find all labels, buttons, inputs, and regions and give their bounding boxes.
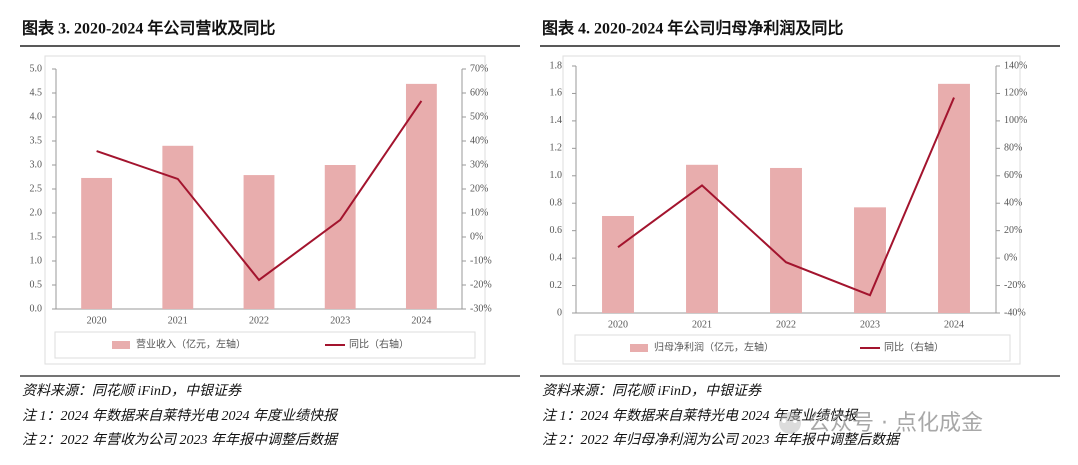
plot-frame <box>44 55 486 365</box>
bar <box>243 175 275 309</box>
y-tick-label: 2.0 <box>30 207 43 218</box>
y2-tick-label: 0% <box>1004 252 1017 263</box>
y2-tick-label: 20% <box>1004 225 1022 236</box>
y-tick-label: 0.6 <box>550 225 563 236</box>
y-tick-label: 0.8 <box>550 198 563 209</box>
source: 资料来源：同花顺 iFinD，中银证券 <box>22 383 242 399</box>
y-tick-label: 0.0 <box>30 303 43 314</box>
y-tick-label: 5.0 <box>30 63 43 74</box>
bar <box>162 145 194 309</box>
bar <box>81 177 113 309</box>
y-tick-label: 1.0 <box>550 170 563 181</box>
y-tick-label: 1.4 <box>550 115 563 126</box>
x-tick-label: 2022 <box>776 319 796 330</box>
legend-label: 同比（右轴） <box>349 337 409 350</box>
y2-tick-label: 50% <box>470 111 488 122</box>
bar <box>854 207 886 313</box>
x-tick-label: 2024 <box>411 315 431 326</box>
x-tick-label: 2022 <box>249 315 269 326</box>
legend-label: 归母净利润（亿元，左轴） <box>654 340 774 353</box>
bar <box>686 164 718 313</box>
note: 注 2：2022 年归母净利润为公司 2023 年年报中调整后数据 <box>542 432 901 448</box>
legend-label: 营业收入（亿元，左轴） <box>136 337 246 350</box>
y-tick-label: 0.2 <box>550 280 563 291</box>
y2-tick-label: 40% <box>470 135 488 146</box>
y2-tick-label: -30% <box>470 303 492 314</box>
note: 注 2：2022 年营收为公司 2023 年年报中调整后数据 <box>22 432 339 448</box>
legend-label: 同比（右轴） <box>884 340 944 353</box>
y-tick-label: 3.0 <box>30 159 43 170</box>
y-tick-label: 0 <box>557 307 562 318</box>
watermark-icon <box>779 412 801 434</box>
y2-tick-label: -40% <box>1004 307 1026 318</box>
line <box>617 97 955 297</box>
legend-box <box>574 334 1011 362</box>
y2-tick-label: 40% <box>1004 198 1022 209</box>
line <box>96 100 423 282</box>
y2-tick-label: 80% <box>1004 143 1022 154</box>
y-tick-label: 1.8 <box>550 60 563 71</box>
bar <box>770 167 802 313</box>
y2-tick-label: 0% <box>470 231 483 242</box>
chart-panel: 图表 3. 2020-2024 年公司营收及同比 0.0 0.5 1.0 1.5 2.0 2… <box>20 19 520 448</box>
chart-title: 图表 3. 2020-2024 年公司营收及同比 <box>22 19 275 38</box>
y2-tick-label: 30% <box>470 159 488 170</box>
x-tick-label: 2020 <box>608 319 628 330</box>
y-tick-label: 1.0 <box>30 255 43 266</box>
note: 注 1：2024 年数据来自莱特光电 2024 年度业绩快报 <box>22 408 339 424</box>
x-tick-label: 2023 <box>860 319 880 330</box>
legend-swatch <box>112 341 130 349</box>
plot-frame <box>562 55 1021 365</box>
y-tick-label: 2.5 <box>30 183 43 194</box>
bar <box>324 165 356 309</box>
legend-swatch <box>630 344 648 352</box>
y-tick-label: 1.6 <box>550 88 563 99</box>
y2-tick-label: 120% <box>1004 88 1027 99</box>
y2-tick-label: -10% <box>470 255 492 266</box>
x-tick-label: 2021 <box>692 319 712 330</box>
y-tick-label: 3.5 <box>30 135 43 146</box>
y-tick-label: 0.4 <box>550 252 563 263</box>
y2-tick-label: 60% <box>1004 170 1022 181</box>
bar <box>938 83 970 313</box>
chart-panel: 图表 4. 2020-2024 年公司归母净利润及同比 0 0.2 0.4 0.6 0.8… <box>540 19 1060 448</box>
bar <box>405 83 437 309</box>
source: 资料来源：同花顺 iFinD，中银证券 <box>542 383 762 399</box>
x-tick-label: 2020 <box>87 315 107 326</box>
y-tick-label: 4.0 <box>30 111 43 122</box>
chart-title: 图表 4. 2020-2024 年公司归母净利润及同比 <box>542 19 843 38</box>
y2-tick-label: -20% <box>1004 280 1026 291</box>
y2-tick-label: -20% <box>470 279 492 290</box>
y2-tick-label: 10% <box>470 207 488 218</box>
y2-tick-label: 100% <box>1004 115 1027 126</box>
legend-box <box>54 331 476 359</box>
y-tick-label: 0.5 <box>30 279 43 290</box>
y2-tick-label: 70% <box>470 63 488 74</box>
x-tick-label: 2021 <box>168 315 188 326</box>
y-tick-label: 1.2 <box>550 143 563 154</box>
y2-tick-label: 140% <box>1004 60 1027 71</box>
y-tick-label: 4.5 <box>30 87 43 98</box>
x-tick-label: 2024 <box>944 319 964 330</box>
watermark: 公众号 · 点化成金 <box>808 411 983 436</box>
y2-tick-label: 20% <box>470 183 488 194</box>
bar <box>602 215 634 313</box>
x-tick-label: 2023 <box>330 315 350 326</box>
y2-tick-label: 60% <box>470 87 488 98</box>
y-tick-label: 1.5 <box>30 231 43 242</box>
